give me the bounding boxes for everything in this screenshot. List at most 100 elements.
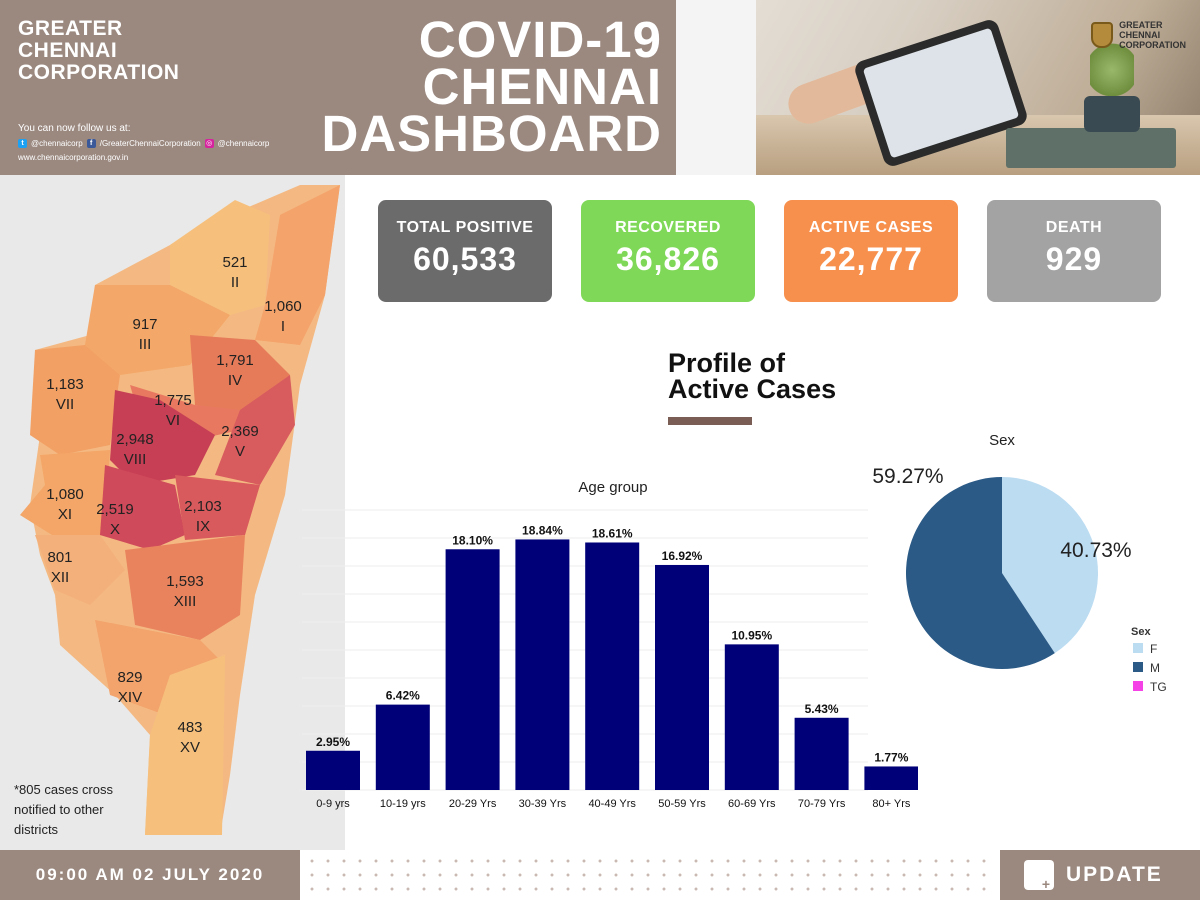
map-footnote: *805 cases cross notified to other distr… <box>14 780 113 840</box>
stat-card-total-positive: TOTAL POSITIVE 60,533 <box>378 200 552 302</box>
update-button[interactable]: UPDATE <box>1000 850 1200 900</box>
stat-label: DEATH <box>1045 219 1103 236</box>
bar <box>306 750 360 790</box>
stat-label: RECOVERED <box>615 219 721 236</box>
data-label: 2.95% <box>316 735 350 749</box>
tick-label: 0-9 yrs <box>316 798 350 810</box>
stat-value: 60,533 <box>413 241 517 277</box>
zone-number: X <box>109 521 120 538</box>
stat-card-active-cases: ACTIVE CASES 22,777 <box>784 200 958 302</box>
plant-shape <box>1090 40 1134 100</box>
sex-pie-chart: Sex 40.73% 59.27% Sex FM TG <box>872 432 1167 694</box>
bar <box>445 549 500 790</box>
zone-label-iv: 1,791 IV <box>200 351 270 391</box>
update-icon <box>1024 860 1054 892</box>
zone-label-i: 1,060 I <box>248 297 318 337</box>
zone-map-shapes <box>20 185 340 835</box>
zone-label-x: 2,519 X <box>80 500 150 540</box>
book-shape <box>1006 128 1176 168</box>
org-line-3: CORPORATION <box>18 61 180 84</box>
stat-label: ACTIVE CASES <box>808 219 934 236</box>
org-line-2: CHENNAI <box>18 39 118 62</box>
slice-label-m: 59.27% <box>872 465 943 488</box>
zone-case-count: 1,791 <box>216 352 254 369</box>
zone-label-ii: 521 II <box>200 253 270 293</box>
update-label: UPDATE <box>1066 863 1163 886</box>
legend-label-tg: TG <box>1150 680 1167 694</box>
zone-shape-i <box>255 185 340 345</box>
zone-shape-vii <box>30 345 120 455</box>
facebook-handle[interactable]: /GreaterChennaiCorporation <box>99 139 201 148</box>
corporation-logo: GREATER CHENNAI CORPORATION <box>1091 20 1186 50</box>
zone-case-count: 2,103 <box>184 498 222 515</box>
pie-slice-m <box>905 477 1055 669</box>
instagram-icon: ◎ <box>204 139 214 148</box>
bar <box>864 766 918 790</box>
zone-number: VI <box>165 412 181 429</box>
zone-case-count: 483 <box>177 719 203 736</box>
data-label: 18.61% <box>592 526 633 540</box>
pot-shape <box>1084 96 1140 132</box>
twitter-handle[interactable]: @chennaicorp <box>31 139 83 148</box>
profile-underline <box>668 417 752 425</box>
chart-title: Sex <box>989 432 1015 449</box>
stat-value: 22,777 <box>819 241 923 277</box>
legend-label-f: F <box>1150 642 1157 656</box>
zone-label-vi: 1,775 VI <box>138 391 208 431</box>
zone-number: XIII <box>173 593 197 610</box>
footnote-line-3: districts <box>14 822 59 837</box>
pie-slice-f <box>1002 477 1098 654</box>
profile-title-line-1: Profile of <box>668 348 786 378</box>
chart-title: Age group <box>578 479 647 496</box>
slice-label-f: 40.73% <box>1060 539 1131 562</box>
stat-value: 929 <box>1045 241 1103 277</box>
title-line-2: CHENNAI <box>422 58 662 115</box>
zone-number: VIII <box>123 451 147 468</box>
legend-swatch-f <box>1133 643 1143 653</box>
zone-case-count: 917 <box>132 316 158 333</box>
zone-number: XIV <box>117 689 143 706</box>
zone-case-count: 1,060 <box>264 298 302 315</box>
tick-label: 40-49 Yrs <box>588 798 636 810</box>
logo-line-2: CHENNAI <box>1119 30 1161 40</box>
social-links: t @chennaicorp f /GreaterChennaiCorporat… <box>18 139 269 148</box>
zone-label-ix: 2,103 IX <box>168 497 238 537</box>
zone-case-count: 521 <box>222 254 248 271</box>
website-link[interactable]: www.chennaicorporation.gov.in <box>18 153 129 162</box>
zone-number: VII <box>55 396 75 413</box>
data-label: 6.42% <box>386 689 420 703</box>
logo-line-1: GREATER <box>1119 20 1163 30</box>
data-label: 10.95% <box>731 628 772 642</box>
zone-case-count: 1,183 <box>46 376 84 393</box>
zone-shape-ii <box>170 200 270 315</box>
data-label: 1.77% <box>874 750 908 764</box>
follow-text: You can now follow us at: <box>18 123 131 134</box>
footnote-line-2: notified to other <box>14 802 104 817</box>
zone-case-count: 1,775 <box>154 392 192 409</box>
zone-shape-x <box>100 465 185 550</box>
bar <box>515 539 570 790</box>
stat-value: 36,826 <box>616 241 720 277</box>
instagram-handle[interactable]: @chennaicorp <box>217 139 270 148</box>
zone-shape-xii <box>35 535 125 605</box>
zone-number: IV <box>227 372 243 389</box>
zone-case-count: 1,080 <box>46 486 84 503</box>
zone-number: XI <box>57 506 73 523</box>
zone-label-xiv: 829 XIV <box>95 668 165 708</box>
tick-label: 60-69 Yrs <box>728 798 776 810</box>
zone-number: IX <box>195 518 211 535</box>
zone-number: XII <box>50 569 70 586</box>
zone-shape-xi <box>20 450 110 540</box>
stat-label: TOTAL POSITIVE <box>396 219 534 236</box>
bar <box>585 542 640 790</box>
profile-title-line-2: Active Cases <box>668 374 837 404</box>
title-line-1: COVID-19 <box>418 11 662 68</box>
seal-icon <box>1091 22 1114 48</box>
zone-case-count: 2,519 <box>96 501 134 518</box>
logo-line-3: CORPORATION <box>1119 40 1186 50</box>
stat-card-death: DEATH 929 <box>987 200 1161 302</box>
zone-number: II <box>230 274 240 291</box>
header-photo: GREATER CHENNAI CORPORATION <box>676 0 1200 175</box>
zone-case-count: 801 <box>47 549 73 566</box>
footnote-line-1: *805 cases cross <box>14 782 113 797</box>
